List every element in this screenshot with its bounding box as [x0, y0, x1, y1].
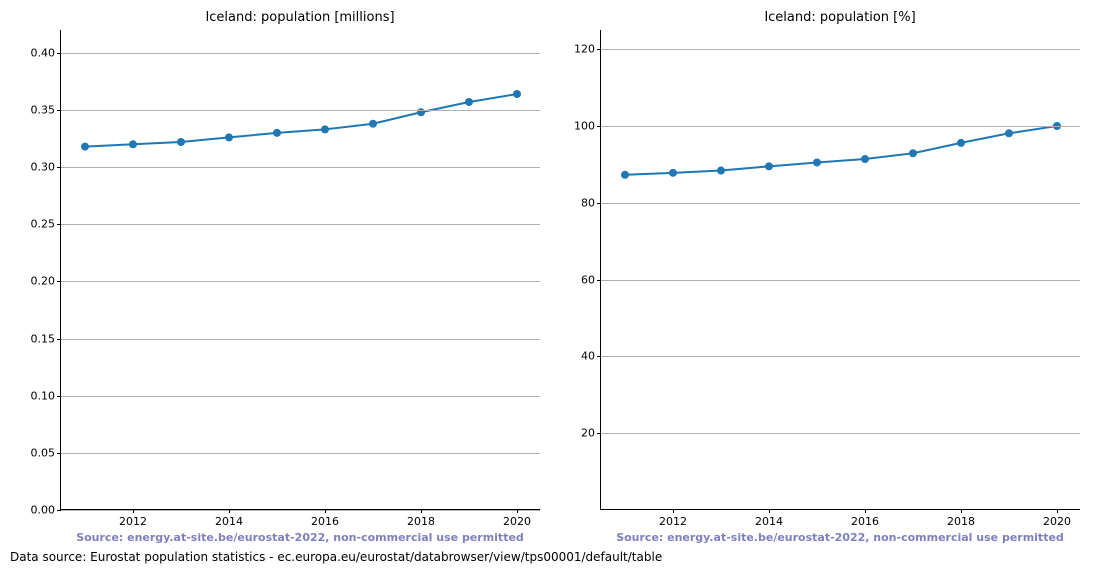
- x-tick-label: 2012: [659, 509, 687, 528]
- y-tick-label: 20: [581, 427, 601, 440]
- figure: Iceland: population [millions] 0.000.050…: [0, 0, 1100, 572]
- y-tick-label: 60: [581, 273, 601, 286]
- series-marker: [717, 167, 725, 175]
- series-marker: [321, 125, 329, 133]
- series-marker: [225, 133, 233, 141]
- right-plot-area: 2040608010012020122014201620182020: [600, 30, 1080, 510]
- series-marker: [861, 155, 869, 163]
- series-marker: [909, 149, 917, 157]
- series-marker: [513, 90, 521, 98]
- series-marker: [813, 158, 821, 166]
- gridline: [61, 281, 540, 282]
- y-tick-label: 100: [574, 120, 601, 133]
- x-tick-label: 2018: [407, 509, 435, 528]
- x-tick-label: 2018: [947, 509, 975, 528]
- left-plot-area: 0.000.050.100.150.200.250.300.350.402012…: [60, 30, 540, 510]
- gridline: [601, 49, 1080, 50]
- series-line: [625, 126, 1057, 175]
- gridline: [61, 224, 540, 225]
- x-tick-label: 2014: [215, 509, 243, 528]
- gridline: [601, 203, 1080, 204]
- left-line-svg: [61, 30, 541, 510]
- y-tick-label: 0.25: [31, 218, 62, 231]
- x-tick-label: 2014: [755, 509, 783, 528]
- gridline: [61, 53, 540, 54]
- y-tick-label: 0.40: [31, 46, 62, 59]
- x-tick-label: 2016: [851, 509, 879, 528]
- series-line: [85, 94, 517, 147]
- y-tick-label: 0.30: [31, 161, 62, 174]
- gridline: [601, 433, 1080, 434]
- series-marker: [1005, 129, 1013, 137]
- y-tick-label: 0.05: [31, 446, 62, 459]
- series-marker: [273, 129, 281, 137]
- left-chart-title: Iceland: population [millions]: [60, 10, 540, 25]
- x-tick-label: 2020: [503, 509, 531, 528]
- right-source-note: Source: energy.at-site.be/eurostat-2022,…: [600, 531, 1080, 544]
- x-tick-label: 2020: [1043, 509, 1071, 528]
- series-marker: [765, 162, 773, 170]
- gridline: [61, 396, 540, 397]
- y-tick-label: 0.15: [31, 332, 62, 345]
- gridline: [61, 167, 540, 168]
- y-tick-label: 120: [574, 43, 601, 56]
- y-tick-label: 0.00: [31, 504, 62, 517]
- y-tick-label: 0.35: [31, 104, 62, 117]
- series-marker: [957, 139, 965, 147]
- left-source-note: Source: energy.at-site.be/eurostat-2022,…: [60, 531, 540, 544]
- y-tick-label: 80: [581, 196, 601, 209]
- series-marker: [177, 138, 185, 146]
- x-tick-label: 2012: [119, 509, 147, 528]
- series-marker: [369, 120, 377, 128]
- gridline: [61, 110, 540, 111]
- right-chart-title: Iceland: population [%]: [600, 10, 1080, 25]
- footer-data-source: Data source: Eurostat population statist…: [10, 550, 662, 564]
- left-chart-panel: Iceland: population [millions] 0.000.050…: [60, 30, 540, 510]
- gridline: [601, 126, 1080, 127]
- gridline: [601, 280, 1080, 281]
- series-marker: [621, 171, 629, 179]
- y-tick-label: 0.20: [31, 275, 62, 288]
- right-line-svg: [601, 30, 1081, 510]
- series-marker: [669, 169, 677, 177]
- series-marker: [129, 140, 137, 148]
- y-tick-label: 40: [581, 350, 601, 363]
- gridline: [61, 453, 540, 454]
- series-marker: [81, 143, 89, 151]
- series-marker: [465, 98, 473, 106]
- gridline: [61, 339, 540, 340]
- x-tick-label: 2016: [311, 509, 339, 528]
- y-tick-label: 0.10: [31, 389, 62, 402]
- right-chart-panel: Iceland: population [%] 2040608010012020…: [600, 30, 1080, 510]
- gridline: [601, 356, 1080, 357]
